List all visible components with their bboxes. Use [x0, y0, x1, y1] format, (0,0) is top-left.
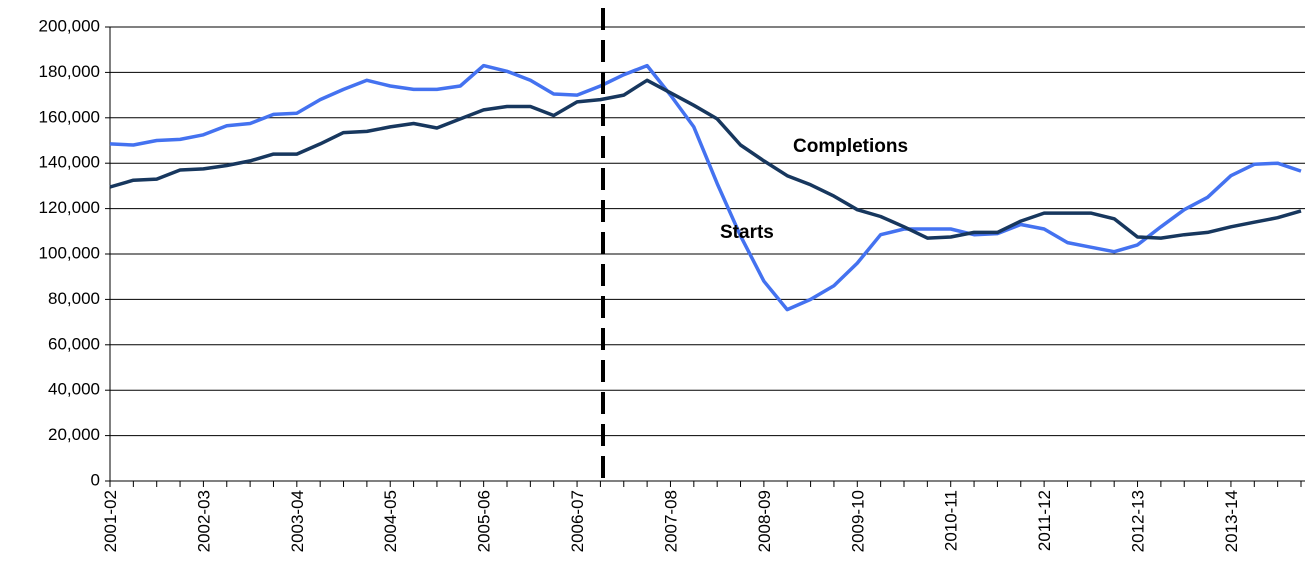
x-tick-label: 2008-09	[755, 490, 774, 552]
y-tick-label: 0	[91, 470, 100, 489]
y-tick-label: 180,000	[39, 62, 100, 81]
x-tick-label: 2011-12	[1035, 490, 1054, 551]
x-tick-label: 2001-02	[101, 490, 120, 552]
series-line	[109, 63, 1302, 312]
y-tick-label: 40,000	[48, 380, 100, 399]
x-tick-label: 2003-04	[288, 490, 307, 552]
x-tick-label: 2004-05	[381, 490, 400, 552]
y-tick-label: 80,000	[48, 289, 100, 308]
x-tick-label: 2005-06	[475, 490, 494, 552]
y-tick-label: 160,000	[39, 107, 100, 126]
series-label: Completions	[793, 136, 908, 157]
x-tick-label: 2013-14	[1222, 490, 1241, 552]
series-line	[109, 78, 1302, 240]
y-tick-label: 140,000	[39, 153, 100, 172]
x-tick-label: 2012-13	[1129, 490, 1148, 552]
x-tick-label: 2009-10	[848, 490, 867, 552]
x-tick-label: 2006-07	[568, 490, 587, 552]
y-tick-label: 100,000	[39, 243, 100, 262]
x-tick-label: 2002-03	[194, 490, 213, 552]
y-tick-label: 200,000	[39, 16, 100, 35]
y-tick-label: 60,000	[48, 334, 100, 353]
y-tick-label: 20,000	[48, 425, 100, 444]
x-tick-label: 2010-11	[942, 490, 961, 551]
series-label: Starts	[720, 222, 774, 243]
y-tick-label: 120,000	[39, 198, 100, 217]
x-tick-label: 2007-08	[661, 490, 680, 552]
